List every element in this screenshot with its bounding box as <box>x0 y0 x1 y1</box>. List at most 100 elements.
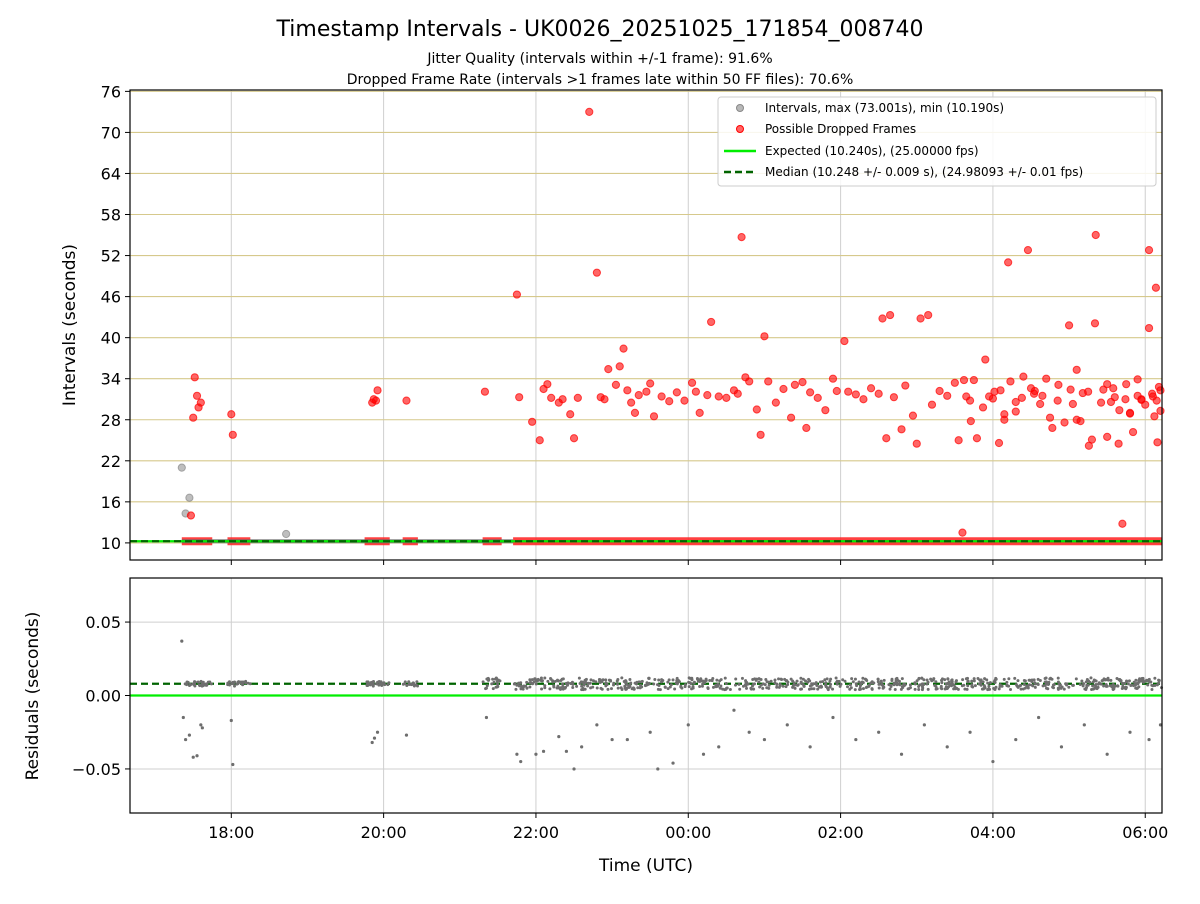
residual-point <box>1115 677 1118 680</box>
residual-point <box>201 685 204 688</box>
residual-point <box>894 688 897 691</box>
residual-point <box>666 681 669 684</box>
residual-point <box>734 684 737 687</box>
dropped-frame-point <box>666 398 673 405</box>
residual-point <box>903 684 906 687</box>
residual-point <box>589 678 592 681</box>
dropped-frame-point <box>814 394 821 401</box>
residual-point <box>1121 685 1124 688</box>
residual-point <box>708 679 711 682</box>
dropped-frame-point <box>822 407 829 414</box>
residual-point <box>491 678 494 681</box>
residual-point <box>810 687 813 690</box>
residual-point <box>918 677 921 680</box>
top-y-tick-label: 64 <box>101 164 121 183</box>
residual-point <box>761 687 764 690</box>
residual-point <box>693 682 696 685</box>
residual-point <box>1067 686 1070 689</box>
residual-point <box>605 681 608 684</box>
residual-point <box>381 683 384 686</box>
dropped-frame-point <box>780 385 787 392</box>
dropped-frame-point <box>1152 284 1159 291</box>
dropped-frame-point <box>605 366 612 373</box>
dropped-frame-point <box>887 311 894 318</box>
residual-point <box>659 688 662 691</box>
residual-point <box>741 677 744 680</box>
residual-point <box>785 679 788 682</box>
residual-point <box>546 680 549 683</box>
residual-outlier-point <box>534 753 537 756</box>
residual-point <box>486 684 489 687</box>
residual-point <box>782 685 785 688</box>
residual-point <box>799 688 802 691</box>
residual-point <box>620 686 623 689</box>
residual-outlier-point <box>763 738 766 741</box>
dropped-frame-point <box>1049 424 1056 431</box>
residual-outlier-point <box>1147 738 1150 741</box>
residual-point <box>831 688 834 691</box>
residual-point <box>658 684 661 687</box>
residual-point <box>934 680 937 683</box>
dropped-frame-point <box>734 390 741 397</box>
legend-label-intervals: Intervals, max (73.001s), min (10.190s) <box>765 101 1004 115</box>
residual-point <box>484 687 487 690</box>
residual-point <box>940 687 943 690</box>
residual-point <box>719 684 722 687</box>
residual-point <box>802 678 805 681</box>
dropped-frame-point <box>967 418 974 425</box>
residual-point <box>552 685 555 688</box>
residual-point <box>232 682 235 685</box>
residual-point <box>193 680 196 683</box>
residual-outlier-point <box>519 760 522 763</box>
residual-point <box>1086 678 1089 681</box>
residual-point <box>402 683 405 686</box>
residual-point <box>850 677 853 680</box>
dropped-frame-point <box>852 391 859 398</box>
residual-point <box>1030 684 1033 687</box>
residual-point <box>889 688 892 691</box>
dropped-frame-point <box>616 363 623 370</box>
residual-point <box>561 682 564 685</box>
residual-point <box>1157 681 1160 684</box>
residual-outlier-point <box>854 738 857 741</box>
residual-point <box>909 683 912 686</box>
residual-point <box>855 684 858 687</box>
residual-point <box>880 683 883 686</box>
residual-point <box>1104 678 1107 681</box>
residual-point <box>999 683 1002 686</box>
residual-point <box>1020 688 1023 691</box>
residual-point <box>513 682 516 685</box>
x-tick-label: 20:00 <box>361 823 407 842</box>
dropped-frame-point <box>902 382 909 389</box>
residual-point <box>528 685 531 688</box>
residual-point <box>734 677 737 680</box>
residual-outlier-point <box>405 734 408 737</box>
residual-point <box>487 678 490 681</box>
residual-point <box>935 688 938 691</box>
residual-point <box>497 678 500 681</box>
residual-point <box>407 680 410 683</box>
dropped-frame-point <box>1134 376 1141 383</box>
residual-point <box>1134 679 1137 682</box>
dropped-frame-point <box>229 431 236 438</box>
residual-point <box>635 682 638 685</box>
residual-point <box>979 683 982 686</box>
residual-outlier-point <box>182 716 185 719</box>
residual-point <box>386 683 389 686</box>
residual-point <box>914 688 917 691</box>
residual-point <box>717 683 720 686</box>
residual-outlier-point <box>1037 716 1040 719</box>
x-tick-label: 02:00 <box>818 823 864 842</box>
residual-outlier-point <box>373 736 376 739</box>
dropped-frame-point <box>620 345 627 352</box>
residual-point <box>768 684 771 687</box>
dropped-frame-point <box>970 376 977 383</box>
residual-point <box>940 681 943 684</box>
dropped-frame-point <box>544 381 551 388</box>
dropped-frame-point <box>879 315 886 322</box>
residual-point <box>531 682 534 685</box>
top-y-tick-label: 28 <box>101 411 121 430</box>
residual-point <box>778 686 781 689</box>
dropped-frame-point <box>966 397 973 404</box>
residual-point <box>909 686 912 689</box>
